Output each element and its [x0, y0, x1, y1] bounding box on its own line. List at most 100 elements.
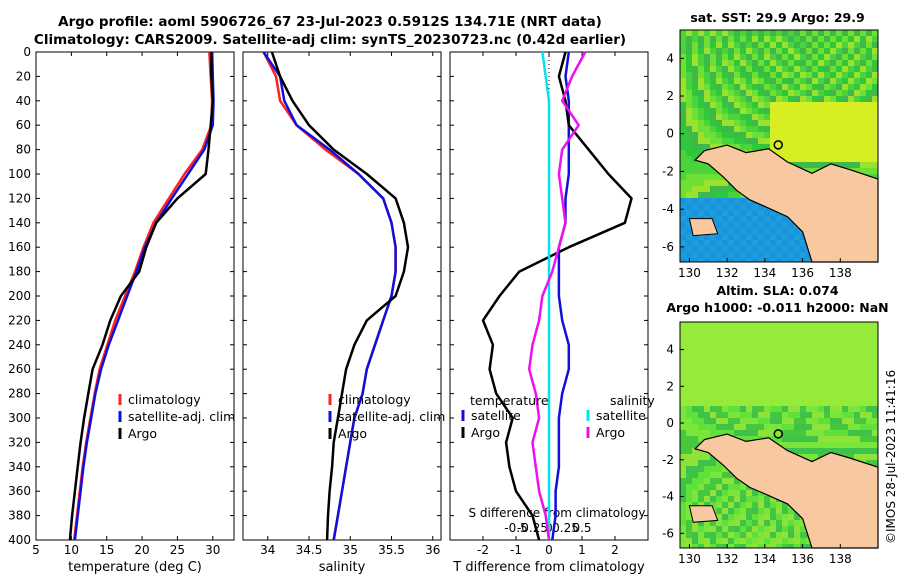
x-tick-label: 130 [678, 552, 701, 566]
map-cell [686, 364, 692, 370]
map-cell [848, 436, 854, 442]
legend-label: satellite-adj. clim [338, 409, 445, 424]
map-cell [680, 460, 686, 466]
map-cell [758, 526, 764, 532]
map-cell [746, 114, 752, 120]
map-cell [824, 334, 830, 340]
map-cell [758, 328, 764, 334]
map-cell [752, 30, 758, 36]
map-cell [854, 406, 860, 412]
map-cell [800, 532, 806, 538]
map-cell [848, 108, 854, 114]
map-cell [710, 544, 716, 548]
map-cell [704, 54, 710, 60]
map-cell [818, 424, 824, 430]
map-cell [866, 346, 872, 352]
map-cell [746, 502, 752, 508]
map-cell [800, 442, 806, 448]
map-cell [758, 532, 764, 538]
map-cell [716, 174, 722, 180]
map-cell [764, 544, 770, 548]
map-cell [704, 30, 710, 36]
map-cell [710, 364, 716, 370]
map-cell [764, 216, 770, 222]
map-cell [698, 174, 704, 180]
map-cell [734, 78, 740, 84]
map-cell [764, 508, 770, 514]
y-tick-label: 2 [666, 89, 674, 103]
map-cell [722, 514, 728, 520]
map-cell [722, 418, 728, 424]
map-cell [806, 352, 812, 358]
map-cell [854, 48, 860, 54]
map-cell [866, 388, 872, 394]
map-cell [818, 328, 824, 334]
map-cell [704, 132, 710, 138]
map-cell [848, 150, 854, 156]
map-cell [692, 108, 698, 114]
map-cell [704, 180, 710, 186]
map-cell [788, 334, 794, 340]
map-cell [794, 400, 800, 406]
x-tick-label: 36 [425, 543, 440, 557]
map-cell [764, 496, 770, 502]
map-cell [740, 138, 746, 144]
map-cell [686, 84, 692, 90]
map-cell [836, 96, 842, 102]
map-cell [716, 216, 722, 222]
map-cell [698, 496, 704, 502]
map-cell [680, 156, 686, 162]
map-cell [854, 334, 860, 340]
map-cell [836, 358, 842, 364]
map-cell [818, 54, 824, 60]
map-cell [716, 460, 722, 466]
x-tick-label: 35.5 [378, 543, 405, 557]
map-cell [710, 60, 716, 66]
map-cell [740, 358, 746, 364]
map-cell [860, 382, 866, 388]
map-cell [704, 346, 710, 352]
map-cell [734, 496, 740, 502]
map-cell [806, 54, 812, 60]
map-cell [686, 66, 692, 72]
land-island [688, 218, 719, 237]
map-cell [752, 102, 758, 108]
map-cell [806, 120, 812, 126]
map-cell [692, 234, 698, 240]
map-cell [686, 412, 692, 418]
map-cell [788, 42, 794, 48]
map-cell [824, 108, 830, 114]
map-cell [800, 424, 806, 430]
map-cell [758, 364, 764, 370]
map-cell [818, 108, 824, 114]
map-cell [806, 346, 812, 352]
map-cell [872, 412, 878, 418]
map-cell [710, 102, 716, 108]
map-cell [818, 346, 824, 352]
map-cell [830, 66, 836, 72]
map-cell [782, 252, 788, 258]
map-cell [836, 30, 842, 36]
map-cell [686, 78, 692, 84]
map-cell [842, 376, 848, 382]
map-cell [842, 412, 848, 418]
map-cell [830, 424, 836, 430]
map-cell [842, 66, 848, 72]
map-cell [860, 54, 866, 60]
map-cell [686, 508, 692, 514]
map-cell [692, 496, 698, 502]
map-cell [794, 72, 800, 78]
map-cell [836, 322, 842, 328]
map-cell [698, 376, 704, 382]
map-cell [680, 514, 686, 520]
map-cell [770, 72, 776, 78]
map-cell [686, 346, 692, 352]
map-cell [680, 174, 686, 180]
salinity-xlabel: salinity [319, 560, 366, 575]
map-cell [752, 204, 758, 210]
map-cell [734, 346, 740, 352]
map-cell [734, 72, 740, 78]
map-cell [842, 150, 848, 156]
map-cell [830, 334, 836, 340]
map-cell [704, 424, 710, 430]
